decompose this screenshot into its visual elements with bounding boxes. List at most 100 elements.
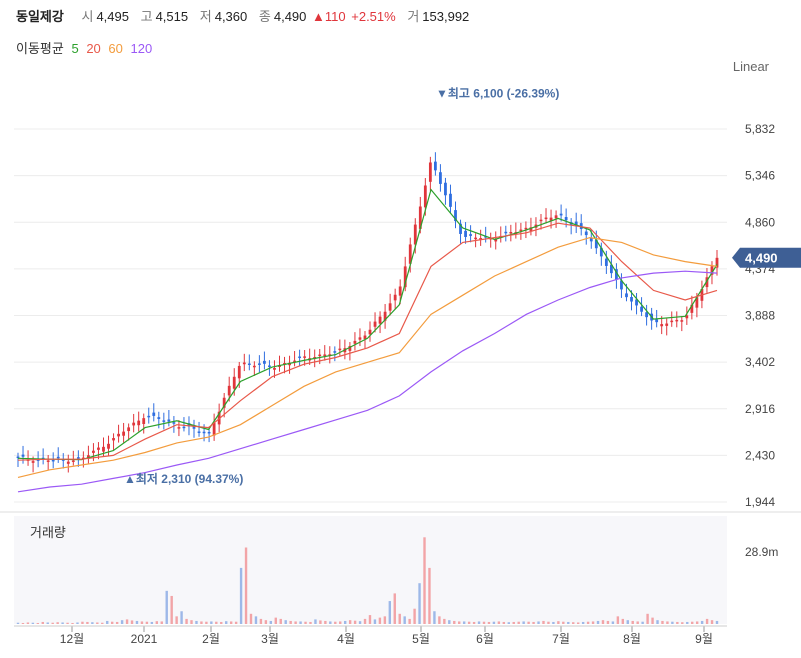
volume-bar: [96, 622, 99, 624]
candle-body: [71, 460, 75, 462]
candle-body: [544, 217, 548, 220]
candle-body: [16, 456, 20, 459]
candle-body: [348, 346, 352, 351]
volume-bar: [695, 621, 699, 624]
candle-body: [283, 363, 286, 365]
month-tick-label: 4월: [337, 632, 355, 646]
volume-bar: [671, 621, 674, 624]
candle-body: [594, 239, 598, 249]
ma-20-line: [17, 222, 718, 461]
volume-bar: [621, 618, 625, 624]
moving-average-legend[interactable]: 이동평균 5 20 60 120: [16, 38, 156, 57]
candle-body: [695, 297, 699, 308]
candle-body: [504, 231, 508, 234]
volume-bar: [190, 620, 193, 624]
month-tick-label: 6월: [476, 632, 494, 646]
candle-body: [549, 217, 553, 221]
volume-bar: [527, 621, 530, 624]
ma-20-legend[interactable]: 20: [86, 41, 101, 56]
volume-bar: [438, 616, 441, 624]
candle-body: [353, 340, 357, 344]
volume-bar: [676, 621, 679, 624]
candle-body: [418, 206, 422, 229]
volume-bar: [106, 620, 109, 624]
volume-bar: [373, 619, 377, 624]
volume-bar: [175, 616, 178, 624]
volume-bar: [264, 620, 268, 624]
volume-bar: [572, 622, 575, 624]
candle-body: [192, 426, 196, 429]
candle-body: [388, 303, 392, 311]
candle-body: [378, 316, 382, 324]
ma-60-legend[interactable]: 60: [108, 41, 123, 56]
volume-bar: [477, 621, 481, 624]
candle-body: [615, 269, 618, 280]
volume-bar: [145, 621, 149, 624]
volume-bar: [334, 621, 337, 624]
volume-bar: [180, 611, 183, 624]
candle-body: [449, 193, 452, 207]
volume-bar: [487, 621, 491, 624]
candle-body: [257, 363, 261, 365]
candle-body: [393, 294, 397, 301]
change-value: ▲110: [312, 9, 346, 24]
volume-bar: [502, 621, 506, 624]
month-tick-label: 3월: [261, 632, 279, 646]
candle-body: [479, 238, 483, 240]
candle-body: [428, 162, 432, 182]
volume-bar: [532, 621, 535, 624]
month-tick-label: 2월: [202, 632, 220, 646]
volume-bar: [363, 618, 367, 624]
price-tick-label: 5,832: [745, 122, 775, 136]
candle-body: [162, 420, 166, 422]
volume-bar: [418, 583, 421, 624]
quote-header: 동일제강 시 4,495 고 4,515 저 4,360 종 4,490 ▲110 +2…: [16, 6, 471, 26]
candle-body: [604, 258, 608, 266]
volume-bar: [220, 621, 223, 624]
volume-bar: [433, 611, 436, 624]
candle-body: [675, 319, 679, 322]
scale-mode-toggle[interactable]: Linear: [732, 59, 769, 74]
ma-120-legend[interactable]: 120: [130, 41, 153, 56]
candle-body: [137, 420, 141, 426]
candle-body: [645, 312, 648, 318]
volume-bar: [71, 622, 74, 624]
candle-body: [599, 247, 603, 257]
volume-bar: [686, 621, 689, 624]
volume-bar: [200, 621, 203, 624]
candle-body: [97, 447, 100, 450]
candle-body: [665, 323, 669, 326]
volume-bar: [383, 616, 387, 624]
price-tick-label: 2,916: [745, 402, 775, 416]
volume-bar: [160, 621, 163, 624]
volume-bar: [656, 620, 659, 624]
volume-bar: [249, 613, 253, 624]
candle-body: [207, 431, 211, 434]
volume-bar: [274, 617, 277, 624]
candle-body: [212, 423, 216, 436]
candle-body: [31, 461, 35, 463]
volume-bar: [46, 622, 49, 624]
ma-5-legend[interactable]: 5: [71, 41, 79, 56]
volume-bar: [41, 621, 44, 624]
volume-bar: [576, 622, 580, 624]
volume-bar: [562, 621, 565, 624]
volume-bar: [423, 537, 426, 624]
candle-body: [690, 304, 694, 313]
volume-bar: [304, 621, 307, 624]
volume-bar: [567, 621, 570, 624]
candle-body: [584, 231, 588, 236]
volume-bar: [705, 618, 709, 624]
volume-bar: [581, 621, 585, 624]
volume-bar: [86, 621, 89, 624]
candle-body: [293, 360, 296, 363]
volume-bar: [522, 621, 525, 624]
volume-bar: [507, 622, 510, 624]
candle-body: [227, 385, 231, 396]
candle-body: [268, 365, 271, 367]
volume-bar: [314, 619, 317, 624]
volume-bar: [309, 621, 312, 624]
candle-body: [187, 423, 191, 427]
candle-body: [172, 422, 176, 424]
